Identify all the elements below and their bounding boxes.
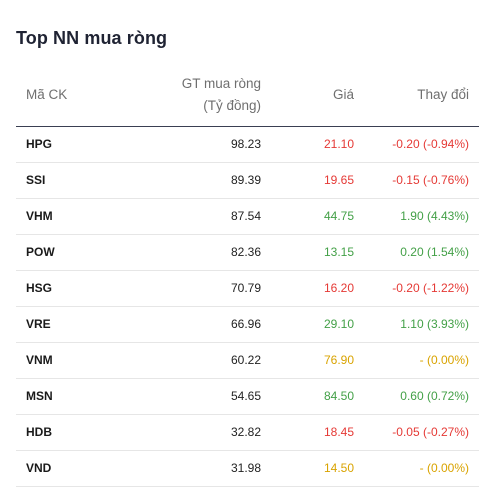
table-row[interactable]: HPG 98.23 21.10 -0.20 (-0.94%) [16, 127, 479, 163]
net-buy-value: 70.79 [230, 281, 261, 295]
change: 0.20 (1.54%) [400, 245, 469, 259]
price: 19.65 [323, 173, 354, 187]
stock-code[interactable]: SSI [26, 173, 46, 187]
net-buy-value: 98.23 [230, 137, 261, 151]
change: -0.05 (-0.27%) [392, 425, 469, 439]
header-change: Thay đổi [417, 87, 469, 102]
change: - (0.00%) [419, 461, 469, 475]
net-buy-table: Mã CK GT mua ròng (Tỷ đồng) Giá Thay đổi… [16, 70, 479, 487]
widget-title: Top NN mua ròng [16, 28, 168, 48]
change: -0.20 (-0.94%) [392, 137, 469, 151]
price: 76.90 [323, 353, 354, 367]
price: 13.15 [323, 245, 354, 259]
stock-code[interactable]: MSN [26, 389, 53, 403]
table-row[interactable]: HSG 70.79 16.20 -0.20 (-1.22%) [16, 271, 479, 307]
net-buy-value: 87.54 [230, 209, 261, 223]
stock-code[interactable]: VRE [26, 317, 51, 331]
price: 18.45 [323, 425, 354, 439]
price: 29.10 [323, 317, 354, 331]
table-row[interactable]: VRE 66.96 29.10 1.10 (3.93%) [16, 307, 479, 343]
table-row[interactable]: VHM 87.54 44.75 1.90 (4.43%) [16, 199, 479, 235]
stock-code[interactable]: VND [26, 461, 52, 475]
price: 21.10 [323, 137, 354, 151]
change: 0.60 (0.72%) [400, 389, 469, 403]
stock-code[interactable]: VNM [26, 353, 53, 367]
net-buy-value: 60.22 [230, 353, 261, 367]
net-buy-value: 31.98 [230, 461, 261, 475]
header-price: Giá [332, 87, 354, 102]
stock-code[interactable]: HSG [26, 281, 53, 295]
table-row[interactable]: POW 82.36 13.15 0.20 (1.54%) [16, 235, 479, 271]
stock-code[interactable]: HDB [26, 425, 52, 439]
net-buy-value: 32.82 [230, 425, 261, 439]
price: 44.75 [323, 209, 354, 223]
table-row[interactable]: VNM 60.22 76.90 - (0.00%) [16, 343, 479, 379]
header-net-buy-value: GT mua ròng (Tỷ đồng) [182, 73, 261, 117]
net-buy-value: 89.39 [230, 173, 261, 187]
stock-code[interactable]: VHM [26, 209, 53, 223]
table-row[interactable]: HDB 32.82 18.45 -0.05 (-0.27%) [16, 415, 479, 451]
net-buy-value: 54.65 [230, 389, 261, 403]
price: 16.20 [323, 281, 354, 295]
stock-code[interactable]: HPG [26, 137, 53, 151]
table-row[interactable]: MSN 54.65 84.50 0.60 (0.72%) [16, 379, 479, 415]
table-header: Mã CK GT mua ròng (Tỷ đồng) Giá Thay đổi [16, 70, 479, 127]
change: 1.10 (3.93%) [400, 317, 469, 331]
change: -0.20 (-1.22%) [392, 281, 469, 295]
table-row[interactable]: SSI 89.39 19.65 -0.15 (-0.76%) [16, 163, 479, 199]
net-buy-value: 82.36 [230, 245, 261, 259]
change: - (0.00%) [419, 353, 469, 367]
net-buy-value: 66.96 [230, 317, 261, 331]
price: 84.50 [323, 389, 354, 403]
price: 14.50 [323, 461, 354, 475]
header-net-buy-value-label: GT mua ròng [181, 76, 261, 91]
change: 1.90 (4.43%) [400, 209, 469, 223]
table-row[interactable]: VND 31.98 14.50 - (0.00%) [16, 451, 479, 487]
header-net-buy-value-unit: (Tỷ đồng) [203, 98, 261, 113]
stock-code[interactable]: POW [26, 245, 55, 259]
change: -0.15 (-0.76%) [392, 173, 469, 187]
header-stock-code: Mã CK [26, 87, 68, 102]
